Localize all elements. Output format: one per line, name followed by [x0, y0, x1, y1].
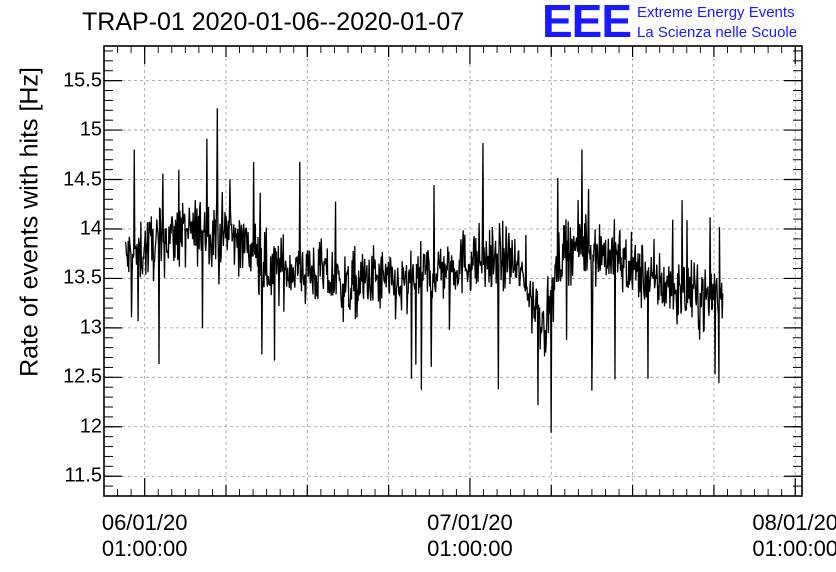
y-tick-label: 12.5	[63, 365, 102, 388]
y-tick-label: 13.5	[63, 266, 102, 289]
y-tick-label: 15	[79, 118, 102, 141]
x-tick-time: 01:00:00	[101, 536, 188, 561]
y-tick-label: 12	[79, 415, 102, 438]
y-tick-label: 15.5	[63, 69, 102, 92]
x-tick-time: 01:00:00	[752, 536, 836, 561]
x-tick-date: 07/01/20	[427, 510, 513, 535]
chart-title: TRAP-01 2020-01-06--2020-01-07	[82, 8, 465, 36]
data-area	[124, 108, 724, 433]
x-tick-date: 06/01/20	[101, 510, 188, 535]
x-tick-label: 06/01/20 01:00:00	[102, 510, 188, 562]
y-axis-label: Rate of events with hits [Hz]	[15, 67, 44, 377]
y-tick-label: 13	[79, 316, 102, 339]
y-tick-label: 14.5	[63, 168, 102, 191]
x-tick-label: 07/01/20 01:00:00	[427, 510, 513, 562]
y-tick-label: 14	[79, 217, 102, 240]
logo-line-2: La Scienza nelle Scuole	[637, 24, 798, 41]
y-tick-label: 11.5	[64, 464, 102, 487]
x-tick-time: 01:00:00	[427, 536, 513, 561]
series-line	[124, 108, 724, 433]
x-tick-label: 08/01/20 01:00:00	[752, 510, 836, 562]
logo-letters: EEE	[542, 0, 632, 47]
x-tick-date: 08/01/20	[752, 510, 836, 535]
plot-frame	[103, 45, 803, 497]
logo-line-1: Extreme Energy Events	[637, 4, 795, 21]
axis-ticks	[103, 46, 802, 497]
